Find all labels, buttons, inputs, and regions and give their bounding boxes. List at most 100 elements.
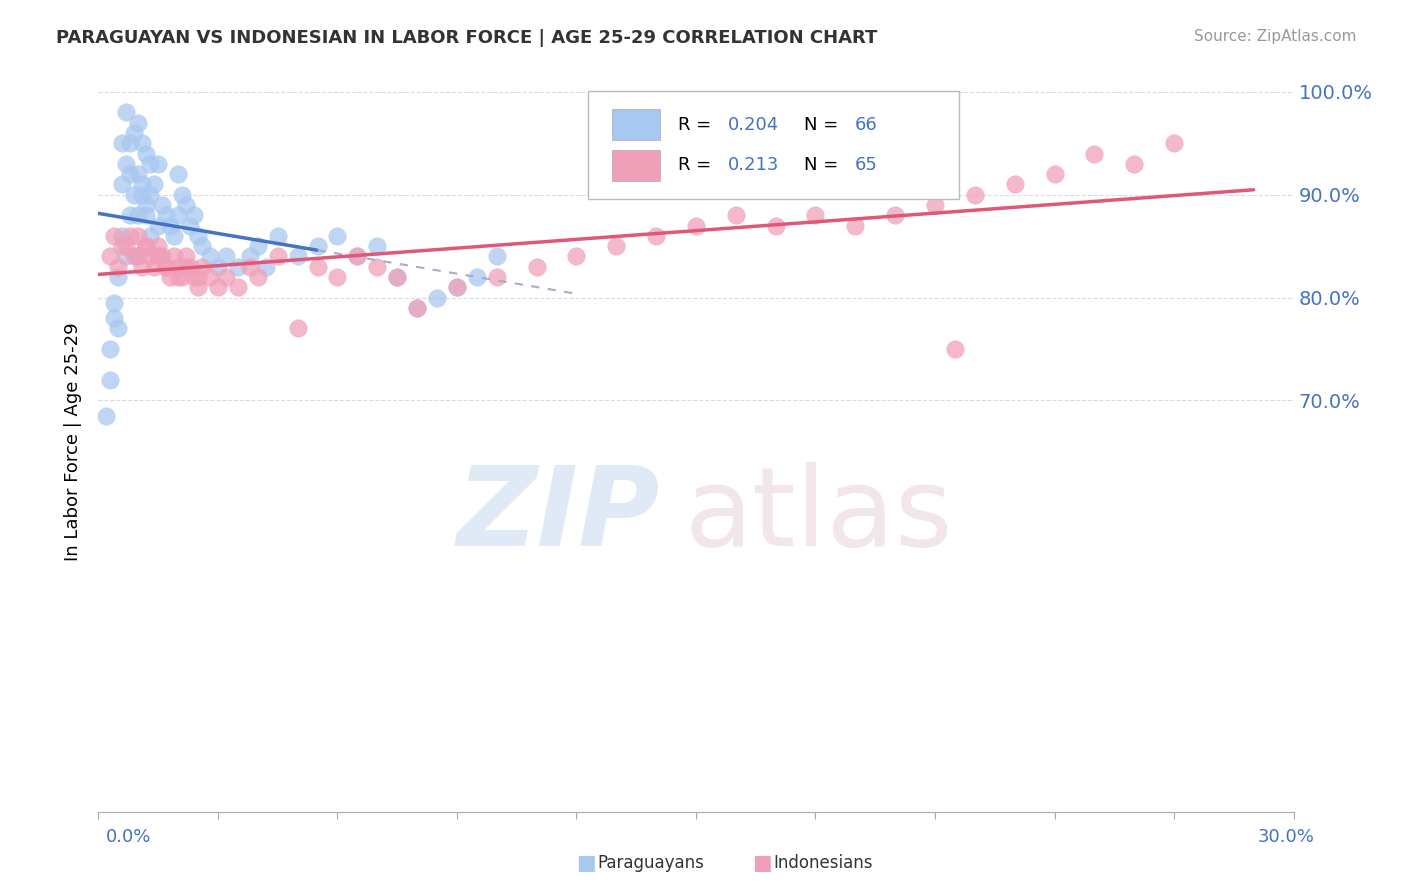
Point xyxy=(124,250,146,264)
Point xyxy=(103,228,125,243)
Point xyxy=(172,270,194,285)
Point xyxy=(1083,146,1105,161)
Point xyxy=(226,260,249,274)
Text: 65: 65 xyxy=(855,156,877,174)
Point xyxy=(844,219,866,233)
Point xyxy=(167,260,190,274)
Point xyxy=(446,280,468,294)
Point xyxy=(326,270,349,285)
Point xyxy=(124,126,146,140)
Point xyxy=(426,291,449,305)
Point xyxy=(385,270,409,285)
Point xyxy=(366,260,388,274)
Point xyxy=(167,270,190,285)
Point xyxy=(135,198,157,212)
Text: R =: R = xyxy=(678,156,717,174)
Text: Indonesians: Indonesians xyxy=(773,855,873,872)
Point xyxy=(179,260,201,274)
Point xyxy=(131,187,153,202)
Point xyxy=(267,228,290,243)
Point xyxy=(167,208,190,222)
Point xyxy=(406,301,429,315)
Text: ■: ■ xyxy=(576,854,596,873)
Point xyxy=(111,239,134,253)
Point xyxy=(139,228,162,243)
Point xyxy=(685,219,707,233)
Point xyxy=(198,270,221,285)
Point xyxy=(115,239,138,253)
Point xyxy=(98,342,122,356)
Point xyxy=(246,239,269,253)
Point xyxy=(163,250,186,264)
Text: Source: ZipAtlas.com: Source: ZipAtlas.com xyxy=(1194,29,1357,44)
Text: PARAGUAYAN VS INDONESIAN IN LABOR FORCE | AGE 25-29 CORRELATION CHART: PARAGUAYAN VS INDONESIAN IN LABOR FORCE … xyxy=(56,29,877,46)
Point xyxy=(346,250,368,264)
Point xyxy=(804,208,827,222)
Point xyxy=(120,167,142,181)
Point xyxy=(120,228,142,243)
Text: 0.0%: 0.0% xyxy=(105,828,150,846)
Point xyxy=(139,250,162,264)
Point xyxy=(148,250,170,264)
FancyBboxPatch shape xyxy=(589,91,959,199)
Point xyxy=(127,228,149,243)
Point xyxy=(135,146,157,161)
Point xyxy=(103,311,125,326)
Point xyxy=(924,198,946,212)
Point xyxy=(111,136,134,151)
Point xyxy=(1043,167,1066,181)
Point xyxy=(191,239,214,253)
Point xyxy=(187,228,209,243)
Point xyxy=(127,208,149,222)
Point xyxy=(115,250,138,264)
Point xyxy=(115,157,138,171)
Point xyxy=(135,208,157,222)
Point xyxy=(446,280,468,294)
Point xyxy=(605,239,627,253)
Point xyxy=(127,250,149,264)
Point xyxy=(127,250,149,264)
Point xyxy=(115,105,138,120)
Point xyxy=(239,260,262,274)
Point xyxy=(565,250,588,264)
Text: ZIP: ZIP xyxy=(457,462,661,569)
Point xyxy=(724,208,747,222)
Point xyxy=(150,198,173,212)
Point xyxy=(127,167,149,181)
Point xyxy=(150,250,173,264)
Point xyxy=(287,250,309,264)
Point xyxy=(120,208,142,222)
Point xyxy=(385,270,409,285)
Point xyxy=(139,157,162,171)
Point xyxy=(98,373,122,387)
Point xyxy=(131,178,153,192)
Text: N =: N = xyxy=(804,116,844,134)
Point xyxy=(254,260,277,274)
Point xyxy=(131,136,153,151)
Point xyxy=(159,219,181,233)
FancyBboxPatch shape xyxy=(613,109,661,140)
Point xyxy=(148,157,170,171)
Point xyxy=(148,219,170,233)
Text: 0.213: 0.213 xyxy=(728,156,779,174)
Point xyxy=(107,270,129,285)
Point xyxy=(287,321,309,335)
Point xyxy=(155,260,177,274)
Point xyxy=(135,239,157,253)
Text: atlas: atlas xyxy=(685,462,952,569)
Point xyxy=(1004,178,1026,192)
Point xyxy=(187,280,209,294)
Point xyxy=(172,187,194,202)
Point xyxy=(485,250,508,264)
Point xyxy=(120,136,142,151)
Point xyxy=(103,295,125,310)
Point xyxy=(155,260,177,274)
Point xyxy=(963,187,986,202)
Text: 66: 66 xyxy=(855,116,877,134)
Point xyxy=(526,260,548,274)
Point xyxy=(267,250,290,264)
Point xyxy=(167,167,190,181)
Point xyxy=(143,260,166,274)
Point xyxy=(143,178,166,192)
Point xyxy=(465,270,488,285)
